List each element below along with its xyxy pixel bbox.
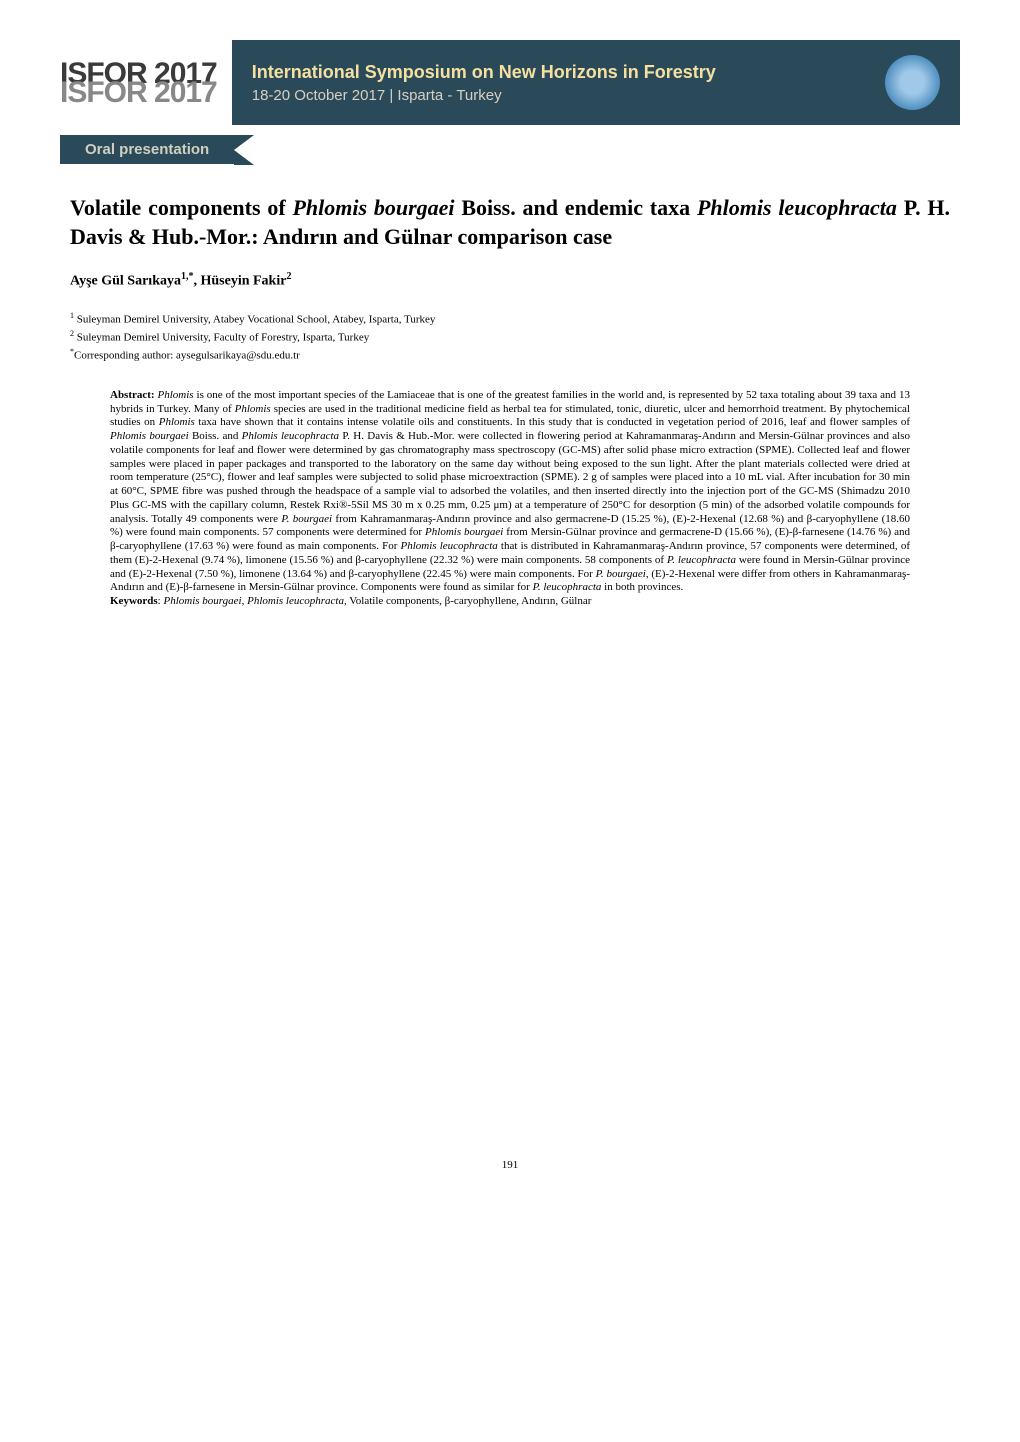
banner-title: International Symposium on New Horizons …: [252, 62, 870, 83]
abstract-span: P. bourgaei: [596, 568, 646, 580]
abstract-label: Abstract:: [110, 389, 158, 401]
keywords-label: Keywords: [110, 595, 158, 607]
abstract-span: Phlomis leucophracta: [401, 540, 498, 552]
corresponding-line: *Corresponding author: aysegulsarikaya@s…: [70, 346, 950, 364]
title-italic: Phlomis bourgaei: [292, 195, 454, 220]
abstract-span: Phlomis bourgaei: [110, 430, 189, 442]
abstract-span: taxa have shown that it contains intense…: [195, 416, 910, 428]
abstract-span: Boiss. and: [189, 430, 242, 442]
affiliation-line: 1 Suleyman Demirel University, Atabey Vo…: [70, 310, 950, 328]
affil-text: Suleyman Demirel University, Faculty of …: [74, 332, 369, 344]
affil-text: Suleyman Demirel University, Atabey Voca…: [74, 314, 435, 326]
logo-bottom-line: ISFOR 2017: [60, 79, 217, 106]
abstract-span: Phlomis: [235, 403, 271, 415]
abstract-span: P. bourgaei: [281, 513, 332, 525]
corr-text: Corresponding author: aysegulsarikaya@sd…: [74, 350, 300, 362]
title-part: Boiss. and endemic taxa: [455, 195, 697, 220]
affiliation-line: 2 Suleyman Demirel University, Faculty o…: [70, 328, 950, 346]
header-banner: ISFOR 2017 ISFOR 2017 International Symp…: [60, 40, 960, 125]
conference-logo: ISFOR 2017 ISFOR 2017: [60, 40, 232, 125]
banner-subtitle: 18-20 October 2017 | Isparta - Turkey: [252, 87, 870, 104]
author-name: Hüseyin Fakir: [200, 274, 286, 289]
abstract-span: Phlomis: [159, 416, 195, 428]
logo-text: ISFOR 2017 ISFOR 2017: [60, 60, 217, 106]
university-seal-icon: [885, 55, 940, 110]
paper-content: Volatile components of Phlomis bourgaei …: [70, 194, 950, 609]
banner-text-block: International Symposium on New Horizons …: [252, 62, 870, 104]
page-number: 191: [0, 1159, 1020, 1201]
presentation-type-ribbon: Oral presentation: [60, 135, 960, 164]
author-name: Ayşe Gül Sarıkaya: [70, 274, 181, 289]
authors-line: Ayşe Gül Sarıkaya1,*, Hüseyin Fakir2: [70, 271, 950, 290]
title-part: Volatile components of: [70, 195, 292, 220]
abstract-span: P. leucophracta: [533, 581, 602, 593]
abstract-span: Phlomis bourgaei: [425, 526, 503, 538]
abstract-span: in both provinces.: [601, 581, 683, 593]
abstract-span: Phlomis: [158, 389, 194, 401]
keywords-italic: Phlomis bourgaei, Phlomis leucophracta,: [163, 595, 346, 607]
banner-right: International Symposium on New Horizons …: [232, 40, 960, 125]
abstract-paragraph: Abstract: Phlomis is one of the most imp…: [110, 389, 910, 595]
abstract-span: P. leucophracta: [667, 554, 736, 566]
title-italic: Phlomis leucophracta: [697, 195, 897, 220]
author-sup: 2: [286, 271, 291, 282]
abstract-span: Phlomis leucophracta: [242, 430, 339, 442]
author-sup: 1,*: [181, 271, 194, 282]
abstract-block: Abstract: Phlomis is one of the most imp…: [110, 389, 910, 609]
keywords-rest: Volatile components, β-caryophyllene, An…: [347, 595, 592, 607]
paper-title: Volatile components of Phlomis bourgaei …: [70, 194, 950, 251]
affiliations-block: 1 Suleyman Demirel University, Atabey Vo…: [70, 310, 950, 364]
ribbon-label: Oral presentation: [60, 135, 234, 164]
abstract-span: P. H. Davis & Hub.-Mor. were collected i…: [110, 430, 910, 525]
keywords-paragraph: Keywords: Phlomis bourgaei, Phlomis leuc…: [110, 595, 910, 609]
